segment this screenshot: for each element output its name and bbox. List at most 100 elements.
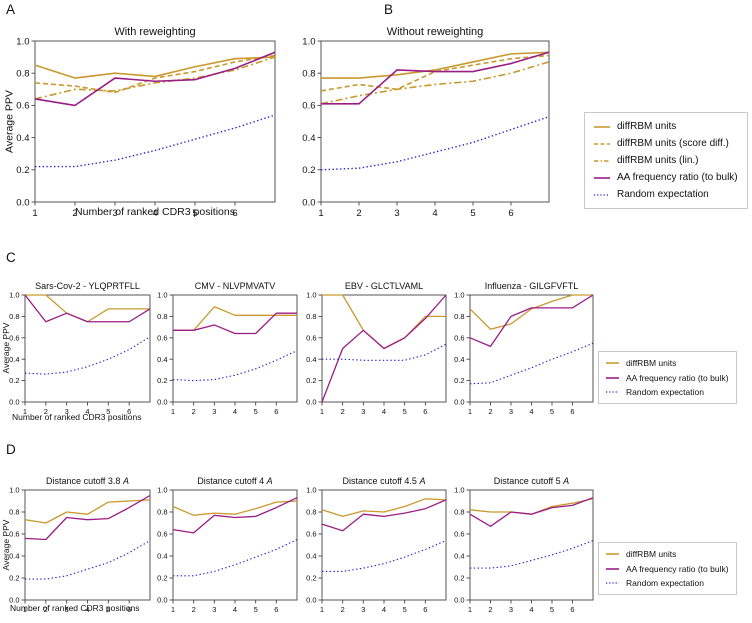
x-tick-label: 2 <box>192 407 196 416</box>
y-tick-label: 0.2 <box>454 376 464 385</box>
x-tick-label: 6 <box>274 605 278 614</box>
legend-line-sample-icon <box>606 567 619 570</box>
x-tick-label: 2 <box>44 605 48 614</box>
legend-line-sample-icon <box>594 142 610 145</box>
x-tick-label: 6 <box>508 208 513 219</box>
y-tick-label: 0.6 <box>454 333 464 342</box>
legend-item-label: AA frequency ratio (to bulk) <box>626 372 729 383</box>
x-tick-label: 4 <box>529 407 533 416</box>
y-tick-label: 0.6 <box>157 333 167 342</box>
y-tick-label: 0.0 <box>9 596 19 605</box>
series-line-blue-dotted <box>25 540 151 580</box>
y-tick-label: 0.6 <box>306 333 316 342</box>
x-tick-label: 5 <box>192 208 197 219</box>
x-tick-label: 3 <box>361 407 365 416</box>
series-line-gold-dashed <box>34 54 276 94</box>
legend-item: diffRBM units (lin.) <box>594 155 738 166</box>
y-tick-label: 0.6 <box>454 530 464 539</box>
x-tick-label: 3 <box>394 208 399 219</box>
legend-line-sample-icon <box>606 362 619 364</box>
x-tick-label: 2 <box>488 605 492 614</box>
legend-item: Random expectation <box>606 578 729 588</box>
x-tick-label: 2 <box>72 208 77 219</box>
y-tick-label: 0.6 <box>306 530 316 539</box>
series-line-gold-dashdot <box>34 56 276 100</box>
x-tick-label: 1 <box>320 605 324 614</box>
x-tick-label: 5 <box>106 407 110 416</box>
plot-border <box>34 40 276 203</box>
chart-influenza: Influenza - GILGFVFTL 0.0 0.2 0.4 0.6 0.8 1.0 1… <box>454 281 594 416</box>
x-tick-label: 5 <box>470 208 475 219</box>
x-tick-label: 1 <box>318 208 323 219</box>
plot-border <box>469 489 594 601</box>
x-tick-label: 6 <box>274 407 278 416</box>
panel-label-d: D <box>6 442 16 457</box>
x-tick-label: 5 <box>550 407 554 416</box>
y-tick-label: 1.0 <box>302 36 315 47</box>
x-tick-label: 2 <box>341 407 345 416</box>
y-tick-label: 1.0 <box>9 291 19 300</box>
x-tick-label: 3 <box>112 208 117 219</box>
y-tick-label: 0.4 <box>306 552 316 561</box>
y-tick-label: 1.0 <box>454 486 464 495</box>
legend-line-sample-icon <box>606 553 619 555</box>
x-tick-label: 6 <box>127 605 131 614</box>
plot-border <box>321 489 447 601</box>
y-tick-label: 0.0 <box>157 398 167 407</box>
legend-c: diffRBM units AA frequency ratio (to bulk… <box>598 351 737 404</box>
y-tick-label: 0.4 <box>306 355 316 364</box>
legend-line-sample-icon <box>606 376 619 379</box>
y-tick-label: 1.0 <box>306 486 316 495</box>
series-line-gold-solid <box>172 500 298 516</box>
y-tick-label: 0.6 <box>9 333 19 342</box>
x-tick-label: 2 <box>341 605 345 614</box>
legend-item: diffRBM units <box>594 121 738 132</box>
y-tick-label: 0.8 <box>16 69 29 80</box>
x-tick-label: 4 <box>233 407 237 416</box>
legend-item: AA frequency ratio (to bulk) <box>594 172 738 183</box>
x-tick-label: 1 <box>171 407 175 416</box>
y-tick-label: 0.8 <box>306 508 316 517</box>
y-tick-label: 0.2 <box>157 574 167 583</box>
y-tick-label: 0.0 <box>302 197 315 208</box>
chart-title: With reweighting <box>114 26 195 38</box>
x-tick-label: 1 <box>320 407 324 416</box>
chart-title: Distance cutoff 5 A <box>494 476 569 486</box>
y-tick-label: 0.0 <box>454 596 464 605</box>
y-tick-label: 0.4 <box>157 552 167 561</box>
legend-item-label: Random expectation <box>617 189 709 200</box>
plot-border <box>172 294 298 403</box>
chart-title: Distance cutoff 4 A <box>197 476 272 486</box>
y-tick-label: 0.8 <box>157 508 167 517</box>
legend-item: Random expectation <box>606 387 729 397</box>
plot-border <box>320 40 550 203</box>
series-line-gold-dashed <box>320 54 550 92</box>
y-tick-label: 0.0 <box>157 596 167 605</box>
x-tick-label: 4 <box>85 605 89 614</box>
chart-title: Without reweighting <box>387 26 484 38</box>
x-tick-label: 4 <box>382 605 386 614</box>
y-tick-label: 1.0 <box>306 291 316 300</box>
x-axis-label-d: Number of ranked CDR3 positions <box>10 603 140 613</box>
y-axis-label-ab: Average PPV <box>3 90 16 153</box>
y-tick-label: 1.0 <box>157 486 167 495</box>
x-tick-label: 1 <box>23 605 27 614</box>
series-line-purple-solid <box>34 51 276 107</box>
legend-item-label: AA frequency ratio (to bulk) <box>617 172 738 183</box>
x-tick-label: 6 <box>423 407 427 416</box>
legend-item-label: diffRBM units <box>626 549 677 559</box>
series-line-purple-solid <box>172 497 298 534</box>
x-tick-label: 6 <box>127 407 131 416</box>
x-tick-label: 3 <box>212 605 216 614</box>
y-tick-label: 0.2 <box>9 574 19 583</box>
chart-distance-5: Distance cutoff 5 A 0.0 0.2 0.4 0.6 0.8 1.0 1 2 3… <box>454 476 594 614</box>
y-tick-label: 0.4 <box>454 552 464 561</box>
x-tick-label: 6 <box>232 208 237 219</box>
x-tick-label: 3 <box>509 605 513 614</box>
series-line-blue-dotted <box>322 540 447 572</box>
legend-item: diffRBM units (score diff.) <box>594 138 738 149</box>
x-tick-label: 5 <box>254 407 258 416</box>
panel-label-c: C <box>6 250 16 265</box>
y-tick-label: 0.8 <box>306 312 316 321</box>
